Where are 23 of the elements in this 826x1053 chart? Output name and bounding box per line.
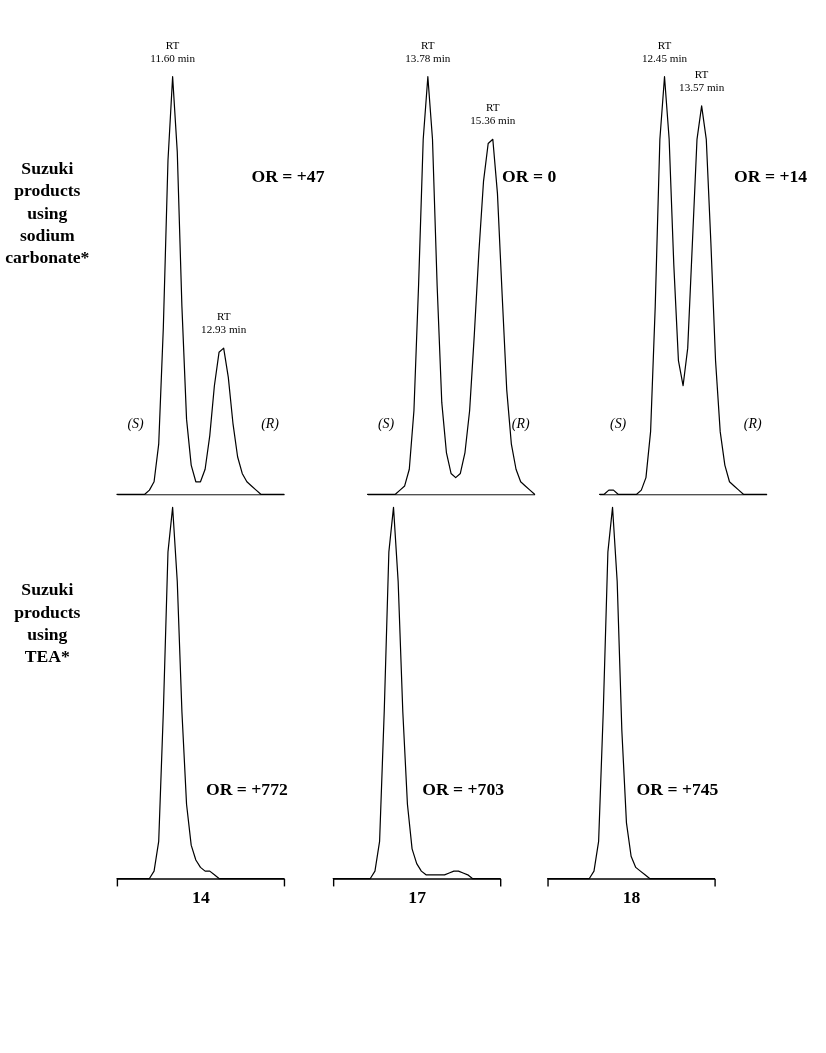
annotation: OR = 0 bbox=[502, 166, 557, 187]
x-axis-title: 18 bbox=[622, 886, 641, 907]
annotation: RT 13.57 min bbox=[679, 68, 725, 94]
annotation: (R) bbox=[511, 415, 530, 432]
annotation: (S) bbox=[610, 415, 627, 432]
annotation: OR = +703 bbox=[422, 779, 505, 800]
annotation: (S) bbox=[127, 415, 144, 432]
annotation: (R) bbox=[261, 415, 280, 432]
annotation: OR = +14 bbox=[734, 166, 808, 187]
annotation: RT 12.93 min bbox=[201, 310, 247, 336]
x-axis-title: 17 bbox=[408, 886, 427, 907]
annotation: (S) bbox=[377, 415, 395, 432]
y-axis-title: Suzuki products using TEA* bbox=[14, 579, 81, 667]
annotation: OR = +772 bbox=[205, 779, 288, 800]
annotation: (R) bbox=[743, 415, 762, 432]
annotation: OR = +745 bbox=[636, 779, 719, 800]
text: RT 11.60 min bbox=[150, 38, 196, 64]
text: RT 12.45 min bbox=[641, 38, 688, 64]
x-axis-title: 14 bbox=[192, 886, 210, 907]
annotation: RT 15.36 min bbox=[470, 101, 516, 127]
text: RT 13.78 min bbox=[405, 38, 451, 64]
annotation: OR = +47 bbox=[251, 166, 325, 187]
y-axis-title: Suzuki products using sodium carbonate* bbox=[5, 158, 90, 268]
